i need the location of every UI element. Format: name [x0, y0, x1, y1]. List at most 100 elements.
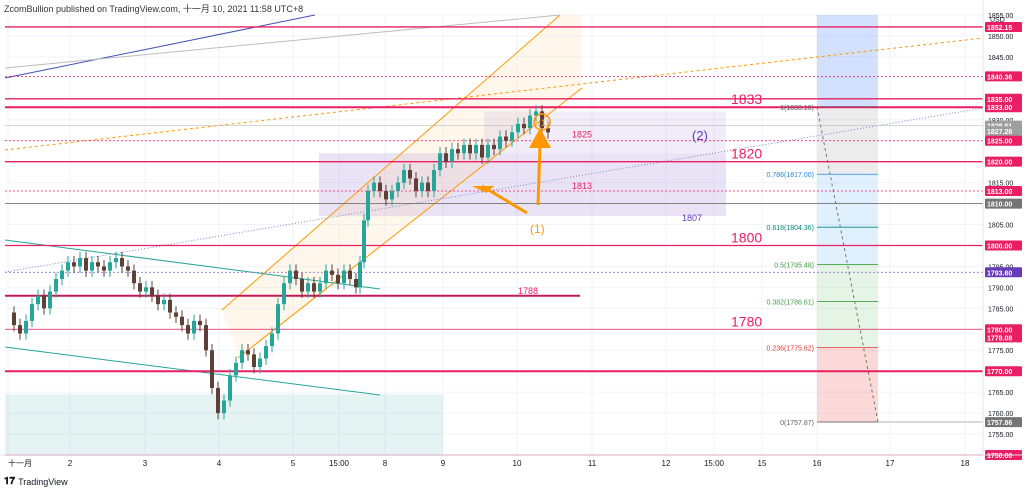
candle-body — [396, 182, 400, 191]
candle-body — [372, 182, 376, 191]
candle-body — [486, 144, 490, 158]
x-tick-label: 11 — [588, 459, 597, 468]
candle-body — [354, 279, 358, 288]
fib-zone-green — [817, 264, 878, 348]
candle-body — [240, 350, 244, 363]
y-tick-label: 1760.00 — [988, 411, 1013, 418]
price-badge-text: 1835.00 — [987, 97, 1012, 104]
candle-body — [504, 136, 508, 141]
fib-zone-grey — [817, 106, 878, 175]
x-tick-label: 9 — [441, 459, 446, 468]
trend-line-dotted — [4, 107, 984, 273]
candle-body — [540, 111, 544, 129]
candle-body — [234, 362, 238, 376]
fib-zone-blue — [817, 15, 878, 107]
candle-body — [408, 170, 412, 179]
x-tick-label: 十一月 — [8, 458, 32, 468]
candle-body — [204, 325, 208, 351]
candle-body — [358, 262, 362, 288]
candle-body — [462, 144, 466, 154]
candle-body — [498, 136, 502, 150]
candle-body — [444, 153, 448, 162]
candle-body — [342, 270, 346, 284]
x-tick-label: 16 — [813, 459, 822, 468]
x-tick-label: 10 — [513, 459, 522, 468]
candle-body — [546, 128, 550, 133]
candle-body — [516, 123, 520, 133]
candle-body — [258, 358, 262, 367]
price-badge-text: 1820.00 — [987, 160, 1012, 167]
candle-body — [180, 316, 184, 326]
fib-label: 0.382(1786.61) — [767, 300, 814, 307]
y-tick-label: 1805.00 — [988, 223, 1013, 230]
candle-body — [366, 191, 370, 221]
candle-body — [192, 320, 196, 334]
price-badge-text: 1778.08 — [987, 335, 1012, 342]
fib-label: 0.786(1817.00) — [767, 172, 814, 179]
price-badge-bg — [985, 417, 1022, 428]
candle-body — [450, 149, 454, 162]
level-label: 1780 — [731, 313, 762, 329]
level-label: 1833 — [731, 91, 762, 107]
fib-label: 0(1757.87) — [780, 420, 814, 427]
price-badge-text: 1780.00 — [987, 327, 1012, 334]
price-badge-bg — [985, 332, 1022, 343]
candle-body — [72, 262, 76, 267]
candle-body — [246, 350, 250, 355]
trend-line-blue — [4, 14, 316, 79]
y-tick-label: 1790.00 — [988, 285, 1013, 292]
candle-body — [468, 144, 472, 154]
y-tick-label: 1765.00 — [988, 390, 1013, 397]
candle-body — [270, 333, 274, 347]
candle-body — [534, 111, 538, 116]
candle-body — [198, 320, 202, 326]
x-tick-label: 3 — [143, 459, 148, 468]
price-badge-text: 1793.60 — [987, 270, 1012, 277]
footer: 𝟏𝟕 TradingView — [4, 476, 68, 487]
x-tick-label: 17 — [886, 459, 895, 468]
candle-body — [336, 274, 340, 284]
candle-body — [528, 115, 532, 129]
candle-body — [414, 178, 418, 191]
candle-body — [162, 299, 166, 305]
small-level-label: 1807 — [682, 213, 702, 223]
fib-zone-red — [817, 347, 878, 423]
price-badge-text: 1757.86 — [987, 420, 1012, 427]
candle-body — [78, 258, 82, 267]
price-badge-bg — [985, 21, 1022, 32]
candle-body — [90, 262, 94, 271]
candle-body — [36, 295, 40, 305]
candle-body — [126, 266, 130, 271]
trend-line-teal-1 — [4, 239, 381, 290]
candle-body — [156, 295, 160, 305]
trend-line-orange-dashed — [4, 37, 984, 151]
candle-body — [42, 295, 46, 309]
channel-fill — [222, 15, 582, 358]
chart-header: ZcomBullion published on TradingView.com… — [4, 2, 303, 15]
channel-lower — [237, 87, 583, 359]
price-badge-text: 1810.00 — [987, 202, 1012, 209]
trend-line-grey — [4, 14, 561, 69]
fib-label: 0.5(1795.48) — [774, 262, 814, 269]
price-badge-text: 1813.00 — [987, 189, 1012, 196]
y-tick-label: 1785.00 — [988, 306, 1013, 313]
candle-body — [30, 304, 34, 321]
candle-body — [420, 182, 424, 191]
y-tick-label: 1755.00 — [988, 432, 1013, 439]
candle-body — [18, 325, 22, 334]
currency-label: USD — [990, 17, 1005, 24]
candle-body — [282, 283, 286, 305]
y-tick-label: 1845.00 — [988, 55, 1013, 62]
candle-body — [120, 258, 124, 267]
candle-body — [384, 191, 388, 200]
price-badge-bg — [985, 240, 1022, 251]
candle-body — [324, 270, 328, 284]
price-badge-text: 1827.26 — [987, 129, 1012, 136]
arrow-head-2 — [529, 128, 551, 148]
brand-name: TradingView — [18, 476, 68, 487]
candle-body — [522, 123, 526, 129]
candle-body — [362, 220, 366, 263]
candle-body — [348, 270, 352, 279]
candle-body — [264, 346, 268, 359]
